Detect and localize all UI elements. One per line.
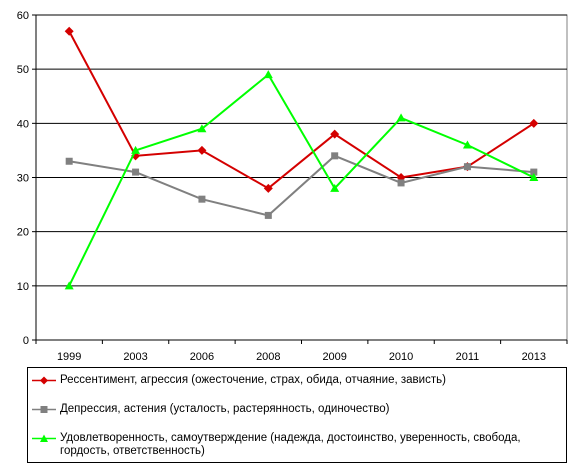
data-point-3-2008 [263,70,273,79]
x-axis: 1999 2003 2006 2008 2009 2010 2011 2013 [35,339,568,363]
legend-swatch-depression [32,406,56,413]
x-tick-label-2010: 2010 [389,351,413,363]
data-point-1-2008 [263,183,273,193]
legend: Рессентимент, агрессия (ожесточение, стр… [27,367,567,463]
series-line-3 [68,73,535,287]
data-point-3-2011 [462,140,472,149]
x-tick-label-2011: 2011 [456,351,480,363]
x-tick-label-1999: 1999 [57,351,81,363]
legend-item-satisfaction: Удовлетворенность, самоутверждение (наде… [32,432,560,458]
data-point-2-1999 [65,157,73,165]
data-point-3-2010 [396,113,406,122]
data-point-3-2013 [529,173,539,181]
legend-label-depression: Депрессия, астения (усталость, растерянн… [60,403,390,415]
y-tick-label: 40 [17,118,29,130]
legend-item-resentment: Рессентимент, агрессия (ожесточение, стр… [32,374,560,387]
legend-item-depression: Депрессия, астения (усталость, растерянн… [32,403,560,416]
y-tick-label: 50 [17,64,29,76]
x-tick-label-2006: 2006 [190,351,214,363]
series-3 [64,70,539,290]
x-tick-label-2013: 2013 [522,351,546,363]
y-axis: 0 10 20 30 40 50 60 [17,10,37,347]
x-tick-label-2003: 2003 [123,351,147,363]
data-point-3-2009 [330,183,340,192]
data-point-3-2003 [131,145,141,154]
data-point-2-2010 [397,179,405,187]
data-point-2-2009 [331,152,339,160]
data-point-3-2006 [197,124,207,133]
series-2 [65,152,538,219]
y-tick-label: 0 [23,335,29,347]
legend-label-resentment: Рессентимент, агрессия (ожесточение, стр… [60,374,446,386]
legend-swatch-resentment [32,376,56,385]
data-point-1-2013 [529,118,539,128]
y-tick-label: 20 [17,227,29,239]
data-point-2-2013 [530,168,538,176]
series-line-2 [69,154,534,217]
y-tick-label: 30 [17,173,29,185]
data-point-3-1999 [64,281,74,290]
data-point-2-2003 [132,168,140,176]
data-point-1-2009 [330,129,340,139]
y-tick-label: 10 [17,281,29,293]
legend-swatch-satisfaction [32,434,56,442]
x-tick-label-2009: 2009 [322,351,346,363]
y-tick-label: 60 [17,10,29,22]
series-group [64,26,539,290]
data-point-1-1999 [64,26,74,36]
data-point-2-2006 [198,195,206,203]
gridlines [36,14,567,287]
data-point-2-2011 [463,163,471,171]
data-point-1-2006 [197,145,207,155]
x-tick-label-2008: 2008 [256,351,280,363]
legend-label-satisfaction: Удовлетворенность, самоутверждение (наде… [60,432,521,457]
data-point-2-2008 [264,211,272,219]
